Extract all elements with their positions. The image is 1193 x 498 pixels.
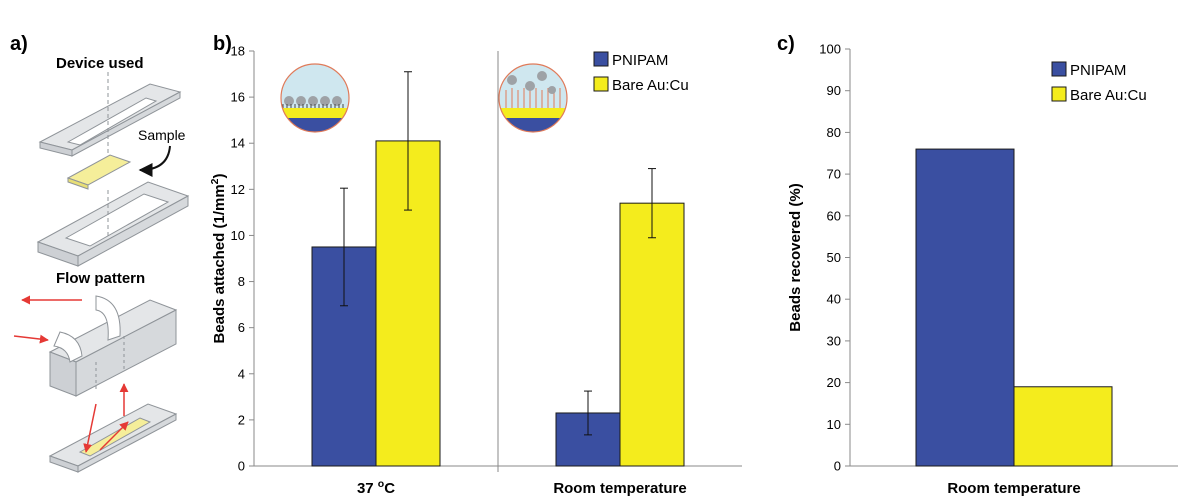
legend-swatch (1051, 61, 1067, 77)
bar (915, 148, 1015, 467)
device-used-title: Device used (56, 55, 144, 72)
y-tick-label: 10 (231, 228, 245, 243)
y-axis-title: Beads attached (1/mm2) (209, 173, 228, 343)
panel-a-label: a) (10, 33, 28, 55)
inset-extended-polymer-icon (498, 63, 568, 133)
flow-block-icon (48, 295, 178, 397)
inset-collapsed-polymer-icon (280, 63, 350, 133)
y-tick-label: 12 (231, 182, 245, 197)
bar (1013, 386, 1113, 467)
legend-label: PNIPAM (1070, 62, 1126, 79)
sample-arrow-icon (138, 145, 171, 177)
legend-swatch (1051, 86, 1067, 102)
legend-swatch (593, 51, 609, 67)
flow-down-arrow-icon (83, 403, 97, 453)
y-tick-label: 20 (827, 375, 841, 390)
y-tick-label: 18 (231, 44, 245, 59)
y-tick-label: 4 (238, 366, 245, 381)
y-tick-label: 80 (827, 125, 841, 140)
flow-channel-icon (48, 403, 178, 473)
y-axis-title: Beads recovered (%) (787, 183, 804, 331)
y-tick-label: 70 (827, 167, 841, 182)
top-plate-icon (38, 72, 182, 160)
y-tick-label: 16 (231, 90, 245, 105)
bottom-chamber-icon (36, 181, 190, 267)
y-tick-label: 50 (827, 250, 841, 265)
y-tick-label: 0 (834, 459, 841, 474)
y-tick-label: 8 (238, 274, 245, 289)
bar (619, 202, 685, 467)
y-tick-label: 90 (827, 83, 841, 98)
flow-in-arrow-icon (13, 334, 49, 344)
panel-c: c) 0 10 20 30 40 50 60 70 80 90 100 Beads recovered… (777, 33, 1178, 497)
y-tick-label: 30 (827, 333, 841, 348)
legend-swatch (593, 76, 609, 92)
legend-label: Bare Au:Cu (1070, 87, 1147, 104)
x-category-label: Room temperature (947, 480, 1080, 497)
y-tick-label: 14 (231, 136, 245, 151)
legend-label: PNIPAM (612, 52, 668, 69)
y-tick-label: 0 (238, 459, 245, 474)
panel-c-label: c) (777, 33, 795, 55)
flow-pattern-title: Flow pattern (56, 270, 145, 287)
y-tick-label: 40 (827, 292, 841, 307)
y-tick-label: 10 (827, 417, 841, 432)
y-tick-label: 60 (827, 208, 841, 223)
y-tick-label: 6 (238, 320, 245, 335)
panel-b-label: b) (213, 33, 232, 55)
x-category-label: 37 oC (357, 478, 395, 497)
panel-b: b) 0 2 4 6 8 10 12 14 16 18 Beads attached (1/mm2)… (209, 33, 742, 497)
x-category-label: Room temperature (553, 480, 686, 497)
sample-slide-icon (66, 154, 132, 190)
panel-a: a) Device used Sample Flow pattern (10, 33, 190, 473)
legend-label: Bare Au:Cu (612, 77, 689, 94)
y-tick-label: 100 (819, 42, 841, 57)
y-tick-label: 2 (238, 412, 245, 427)
sample-label: Sample (138, 127, 186, 143)
flow-along-arrow-icon (99, 421, 129, 451)
